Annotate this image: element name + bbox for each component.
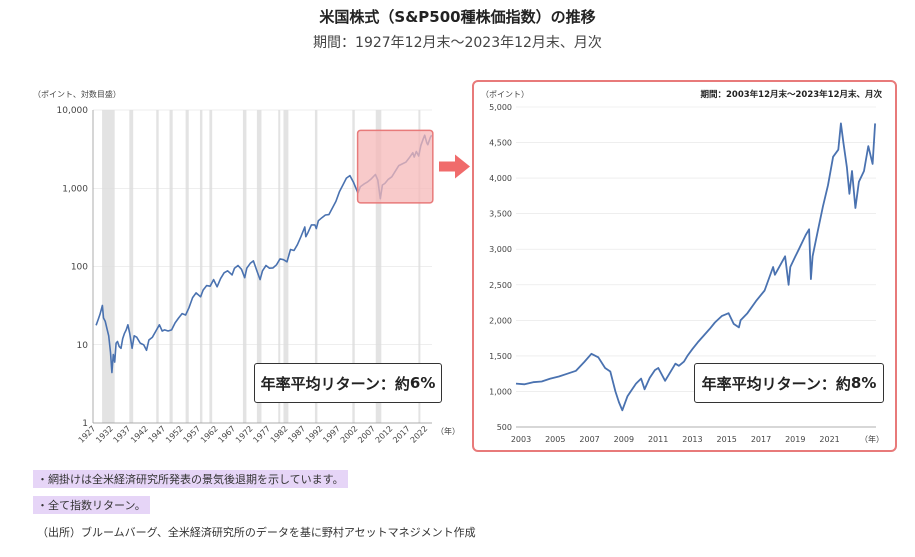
y-tick-label: 1,000 — [62, 184, 88, 194]
y-tick-label: 2,500 — [489, 281, 512, 290]
x-tick-label: 2019 — [785, 435, 805, 444]
y-tick-label: 10,000 — [57, 106, 89, 116]
x-tick-label: 1982 — [269, 424, 290, 445]
x-axis-title: （年） — [860, 434, 884, 444]
page-title: 米国株式（S&P500種株価指数）の推移 — [319, 8, 596, 26]
x-tick-label: 2017 — [751, 435, 771, 444]
x-tick-label: 2013 — [682, 435, 702, 444]
left-return-label: 年率平均リターン：約 — [260, 374, 410, 393]
x-tick-label: 2007 — [579, 435, 599, 444]
y-tick-label: 100 — [71, 263, 88, 273]
x-tick-label: 2007 — [356, 424, 377, 445]
x-tick-label: 1977 — [251, 424, 272, 445]
x-tick-label: 1997 — [321, 424, 342, 445]
note-index-return: ・全て指数リターン。 — [33, 496, 150, 514]
y-axis-title: （ポイント、対数目盛） — [33, 89, 121, 99]
x-tick-label: 1952 — [164, 424, 185, 445]
zoom-arrow — [439, 154, 470, 179]
y-tick-label: 10 — [77, 341, 89, 351]
y-tick-label: 1,000 — [489, 387, 512, 396]
y-tick-label: 500 — [497, 423, 512, 432]
y-axis-title: （ポイント） — [481, 90, 529, 99]
right-return-value: 8% — [850, 374, 877, 392]
x-tick-label: 2017 — [391, 424, 412, 445]
y-tick-label: 3,000 — [489, 245, 512, 254]
y-tick-label: 1 — [82, 419, 88, 429]
left-return-value: 6% — [409, 374, 436, 392]
x-tick-label: 1992 — [304, 424, 325, 445]
x-tick-label: 2005 — [545, 435, 565, 444]
y-tick-label: 3,500 — [489, 210, 512, 219]
y-tick-label: 4,500 — [489, 139, 512, 148]
y-tick-label: 1,500 — [489, 352, 512, 361]
x-tick-label: 2021 — [819, 435, 839, 444]
x-tick-label: 2009 — [614, 435, 634, 444]
x-tick-label: 2011 — [648, 435, 668, 444]
right-return-box: 年率平均リターン：約 8% — [694, 363, 884, 403]
x-tick-label: 1962 — [199, 424, 220, 445]
page-subtitle: 期間：1927年12月末～2023年12月末、月次 — [313, 35, 602, 51]
zoom-highlight-box — [356, 129, 434, 204]
x-tick-label: 2012 — [374, 424, 395, 445]
period-annotation: 期間：2003年12月末～2023年12月末、月次 — [701, 89, 883, 100]
series-line — [515, 122, 876, 412]
right-panel-border — [472, 80, 897, 452]
y-tick-label: 4,000 — [489, 174, 512, 183]
x-tick-label: 2003 — [511, 435, 531, 444]
right-linear-chart: 500 1,000 1,500 2,000 2,500 3,000 3,500 4,000 4,… — [481, 89, 884, 444]
x-axis-title: （年） — [436, 426, 460, 436]
x-tick-label: 2022 — [409, 424, 430, 445]
x-tick-label: 1987 — [286, 424, 307, 445]
x-tick-label: 2015 — [717, 435, 737, 444]
x-tick-label: 1937 — [112, 424, 133, 445]
x-tick-label: 1947 — [147, 424, 168, 445]
note-source: （出所）ブルームバーグ、全米経済研究所のデータを基に野村アセットマネジメント作成 — [37, 526, 476, 539]
x-tick-label: 1927 — [77, 424, 98, 445]
y-tick-label: 5,000 — [489, 103, 512, 112]
right-return-label: 年率平均リターン：約 — [701, 374, 851, 393]
y-tick-label: 2,000 — [489, 316, 512, 325]
x-tick-label: 1932 — [94, 424, 115, 445]
x-tick-label: 2002 — [339, 424, 360, 445]
left-return-box: 年率平均リターン：約 6% — [254, 363, 442, 403]
x-tick-label: 1967 — [216, 424, 237, 445]
x-tick-label: 1972 — [234, 424, 255, 445]
x-tick-label: 1957 — [181, 424, 202, 445]
overlay — [356, 129, 470, 204]
note-recession: ・網掛けは全米経済研究所発表の景気後退期を示しています。 — [33, 470, 348, 488]
x-tick-label: 1942 — [129, 424, 150, 445]
